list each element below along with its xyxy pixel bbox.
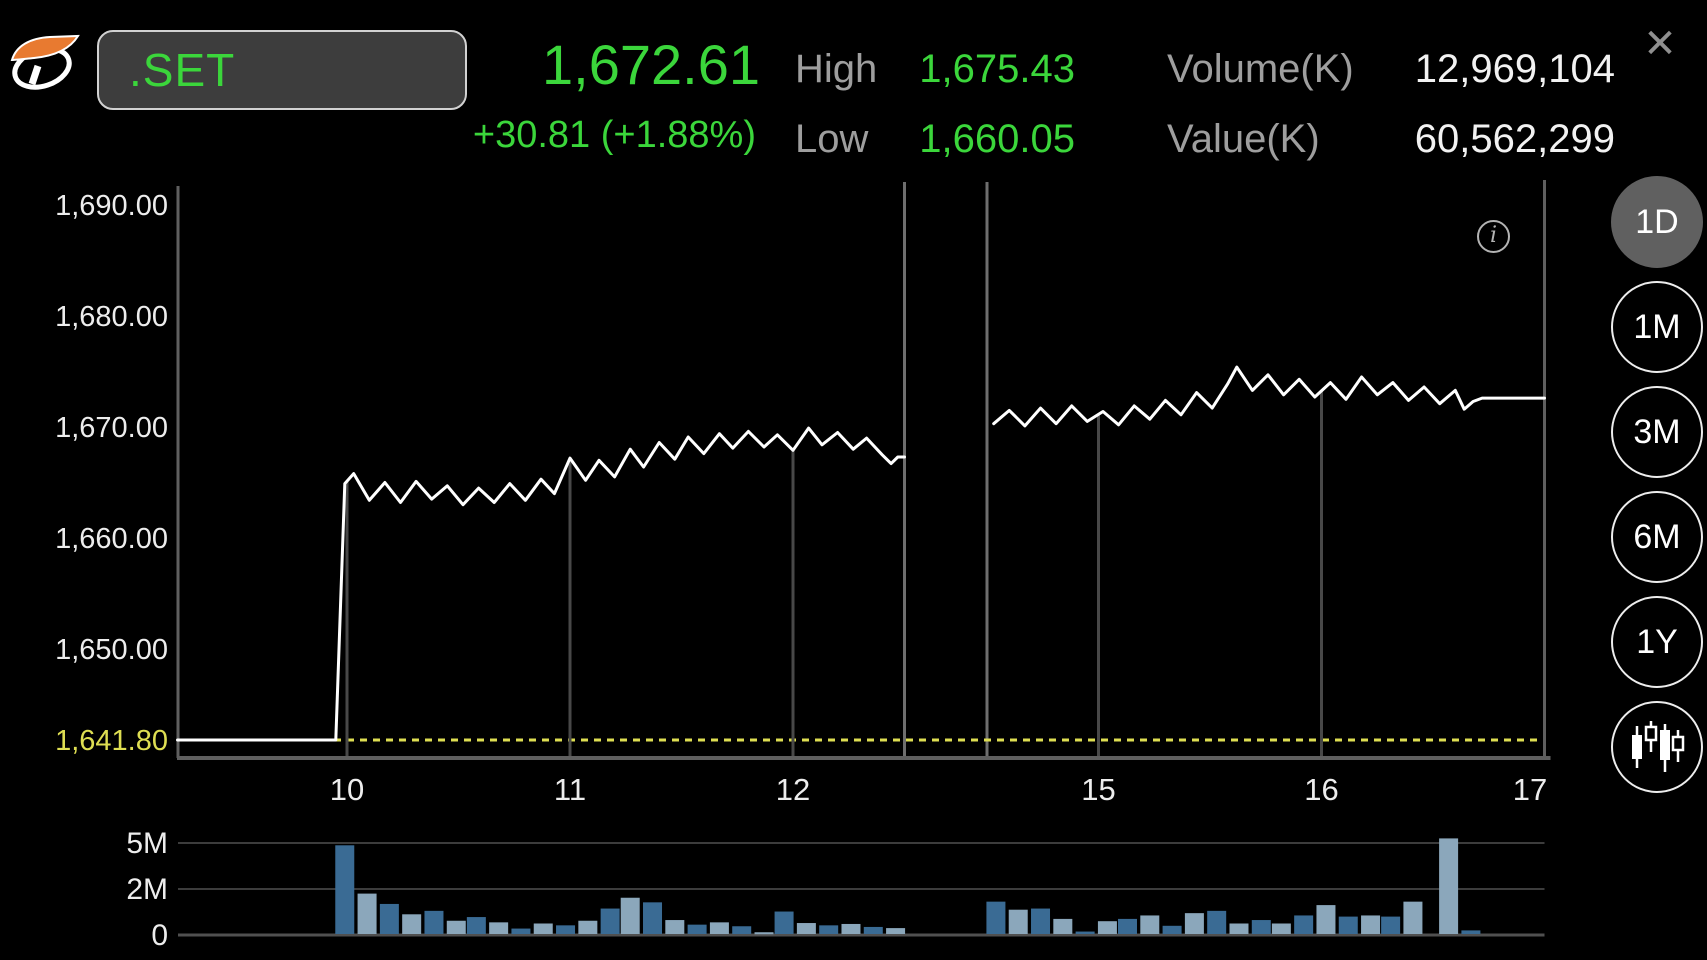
y-axis-label: 1,680.00 [55,301,168,333]
volume-label: Volume(K) [1167,47,1354,91]
y-axis-label: 1,690.00 [55,190,168,222]
x-axis-label: 17 [1513,772,1547,807]
volume-bar [1008,909,1028,934]
volume-bar [1361,915,1381,934]
volume-bar [620,897,640,934]
volume-bar [556,925,576,934]
volume-bar [1207,910,1227,934]
volume-bar [643,902,663,934]
high-label: High [795,47,878,91]
timeframe-button-1d[interactable]: 1D [1611,176,1703,268]
price-line [176,426,906,742]
volume-bar [600,908,620,934]
symbol-input[interactable]: .SET [97,30,467,110]
volume-bar [335,845,355,934]
timeframe-button-3m[interactable]: 3M [1611,386,1703,478]
close-icon[interactable]: ✕ [1643,22,1677,66]
volume-bar [357,893,377,934]
price-line [992,365,1546,428]
volume-bar [1031,908,1051,934]
volume-bar [841,923,861,934]
volume-bar [466,917,486,934]
volume-bar [709,922,729,934]
volume-bar [379,903,399,934]
chart-style-candlestick-button[interactable] [1611,701,1703,793]
volume-bar [1053,918,1073,934]
volume-bar [1461,930,1481,934]
volume-bar [1117,918,1137,934]
x-axis-label: 15 [1081,772,1115,807]
volume-bar [732,926,752,934]
y-axis-label: 1,650.00 [55,634,168,666]
timeframe-button-1m[interactable]: 1M [1611,281,1703,373]
y-axis-label: 1,670.00 [55,412,168,444]
y-axis-label: 1,660.00 [55,523,168,555]
volume-bar [1184,913,1204,934]
volume-bar [863,926,883,934]
symbol-text: .SET [129,44,236,96]
timeframe-button-6m[interactable]: 6M [1611,491,1703,583]
volume-bar [533,923,553,934]
volume-bar [886,928,906,934]
volume-bar [446,920,466,934]
volume-axis-label: 0 [151,919,168,952]
volume-axis-label: 2M [126,873,168,906]
prev-close-label: 1,641.80 [55,725,168,757]
info-icon[interactable]: i [1477,220,1510,253]
volume-bar [687,924,707,934]
x-axis-label: 12 [776,772,810,807]
volume-bar [1439,838,1459,934]
volume-bar [1338,916,1358,934]
last-price: 1,672.61 [542,33,760,96]
volume-bar [665,920,685,934]
candlestick-icon [1632,721,1685,772]
volume-bar [1381,916,1401,934]
x-axis-label: 10 [330,772,364,807]
volume-bar [1251,920,1271,934]
x-axis-label: 11 [554,772,586,807]
broker-logo [10,34,80,90]
volume-axis-label: 5M [126,827,168,860]
high-value: 1,675.43 [919,47,1075,91]
low-value: 1,660.05 [919,117,1075,161]
timeframe-button-1y[interactable]: 1Y [1611,596,1703,688]
volume-bar [1271,923,1291,934]
volume-bar [1162,925,1182,934]
volume-bar [774,911,794,934]
low-label: Low [795,117,869,161]
x-axis-label: 16 [1304,772,1338,807]
volume-bar [578,920,598,934]
volume-bar [511,928,531,934]
volume-bar [1075,931,1095,934]
volume-bar [1097,921,1117,934]
volume-value: 12,969,104 [1414,47,1615,91]
volume-bar [796,923,816,934]
volume-bar [1229,923,1249,934]
volume-bar [424,910,444,934]
volume-bar [986,901,1006,934]
volume-bar [1316,905,1336,934]
value-label: Value(K) [1167,117,1320,161]
value-value: 60,562,299 [1414,117,1615,161]
volume-bar [754,932,774,935]
volume-bar [1294,915,1314,934]
volume-bar [819,925,839,934]
volume-bar [1140,915,1160,934]
volume-bar [402,914,422,934]
volume-bar [1403,901,1423,934]
price-change: +30.81 (+1.88%) [472,114,756,156]
volume-bar [489,922,509,934]
